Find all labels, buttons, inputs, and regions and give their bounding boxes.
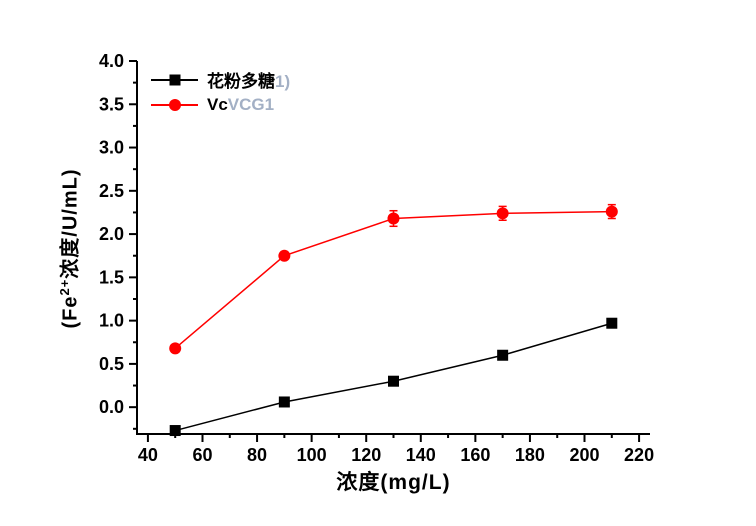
circle-marker-icon: [168, 98, 181, 111]
axes: 40 60 80 100 120 140 160 180 200 220 0.0 0.5 1.0 1.5 2…: [99, 51, 654, 465]
x-tick-label: 140: [406, 445, 436, 465]
series-line: [174, 210, 612, 349]
x-tick-label: 200: [569, 445, 599, 465]
legend-item-vc: VcVCG1: [151, 92, 290, 117]
data-point-circle: [496, 207, 509, 220]
data-point-square: [606, 317, 618, 329]
x-tick-label: 160: [460, 445, 490, 465]
data-point-square: [169, 425, 181, 437]
x-tick-label: 40: [138, 445, 158, 465]
x-tick-label: 80: [247, 445, 267, 465]
y-tick-label: 3.5: [99, 94, 124, 114]
y-tick-label: 3.0: [99, 138, 124, 158]
data-point-square: [388, 375, 399, 387]
legend-item-huafenduotang: 花粉多糖1): [151, 67, 290, 92]
y-tick-label: 0.0: [99, 397, 124, 417]
x-tick-label: 220: [624, 445, 654, 465]
legend-ghost-text-1: 1): [275, 72, 291, 91]
data-point-square: [497, 349, 509, 361]
x-tick-label: 60: [192, 445, 212, 465]
legend-swatch-red-circle: [151, 98, 198, 112]
legend-label-vc: VcVCG1: [207, 95, 274, 115]
series-vc: [169, 203, 618, 355]
y-tick-label: 2.5: [99, 181, 124, 201]
x-axis-label: 浓度(mg/L): [336, 471, 451, 494]
data-point-circle: [605, 205, 618, 218]
y-tick-label: 1.0: [99, 311, 124, 331]
legend-text-vc: Vc: [207, 94, 228, 114]
y-axis-label: (Fe2+浓度/U/mL): [54, 49, 83, 449]
legend-ghost-text-2: VCG1: [227, 94, 275, 114]
legend-label-huafenduotang: 花粉多糖1): [207, 67, 290, 92]
y-tick-label: 0.5: [99, 354, 124, 374]
y-axis-label-pre: (Fe: [59, 295, 82, 329]
y-tick-label: 1.5: [99, 267, 124, 287]
data-point-circle: [169, 342, 182, 355]
y-tick-label: 2.0: [99, 224, 124, 244]
x-tick-label: 100: [297, 445, 327, 465]
x-tick-label: 180: [515, 445, 545, 465]
y-tick-label: 4.0: [99, 51, 124, 71]
square-marker-icon: [169, 74, 180, 85]
data-point-circle: [278, 249, 291, 262]
x-tick-label: 120: [351, 445, 381, 465]
y-axis-label-superscript: 2+: [56, 278, 72, 296]
data-point-circle: [387, 212, 400, 225]
y-axis-label-post: 浓度/U/mL): [59, 168, 82, 279]
series-huafenduotang: [169, 317, 618, 437]
legend-swatch-black-square: [151, 73, 198, 87]
legend-text-huafenduotang: 花粉多糖: [207, 72, 275, 91]
data-point-square: [278, 396, 290, 408]
legend: 花粉多糖1) VcVCG1: [151, 67, 290, 117]
